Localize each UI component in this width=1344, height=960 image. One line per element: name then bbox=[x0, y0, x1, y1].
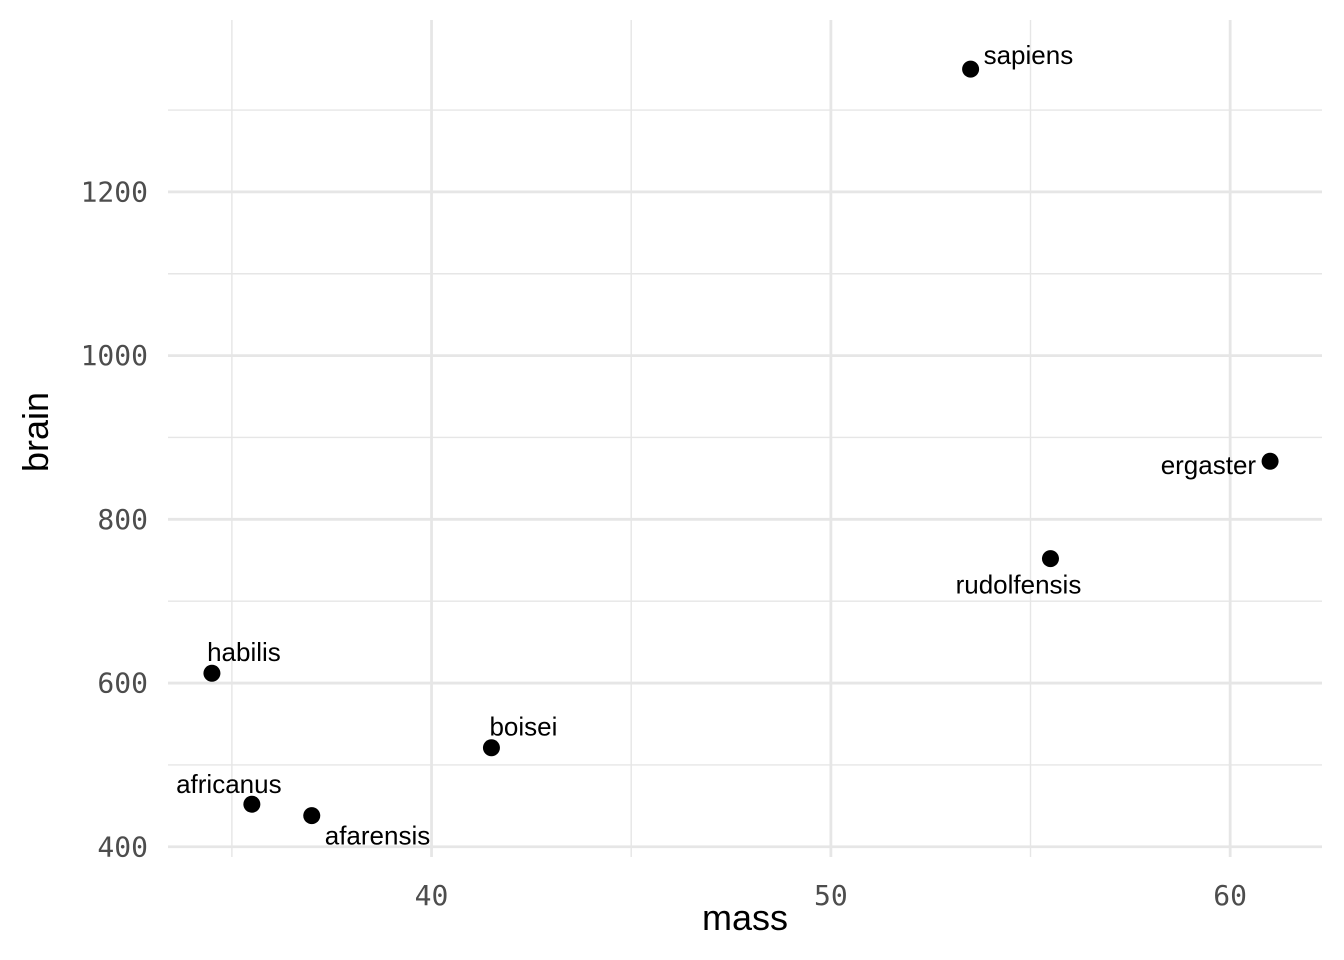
major-gridlines bbox=[168, 20, 1322, 857]
point-label-habilis: habilis bbox=[207, 637, 281, 667]
point-label-ergaster: ergaster bbox=[1161, 450, 1257, 480]
y-tick-label: 1000 bbox=[81, 339, 148, 372]
y-tick-label: 600 bbox=[97, 667, 148, 700]
data-point-ergaster bbox=[1261, 452, 1279, 470]
data-points bbox=[203, 60, 1279, 825]
point-label-sapiens: sapiens bbox=[984, 40, 1074, 70]
x-tick-label: 60 bbox=[1213, 879, 1247, 912]
data-point-habilis bbox=[203, 664, 221, 682]
point-label-boisei: boisei bbox=[489, 712, 557, 742]
data-point-sapiens bbox=[962, 60, 980, 78]
x-tick-label: 50 bbox=[814, 879, 848, 912]
y-tick-label: 800 bbox=[97, 503, 148, 536]
y-tick-label: 400 bbox=[97, 830, 148, 863]
x-axis-ticks: 40 50 60 bbox=[415, 879, 1247, 912]
x-tick-label: 40 bbox=[415, 879, 449, 912]
minor-gridlines bbox=[168, 20, 1322, 857]
data-point-boisei bbox=[482, 739, 500, 757]
data-point-rudolfensis bbox=[1041, 550, 1059, 568]
point-label-afarensis: afarensis bbox=[325, 821, 431, 851]
y-axis-title: brain bbox=[15, 392, 56, 472]
y-tick-label: 1200 bbox=[81, 175, 148, 208]
data-point-africanus bbox=[243, 795, 261, 813]
x-axis-title: mass bbox=[702, 897, 788, 938]
y-axis-ticks: 400 600 800 1000 1200 bbox=[81, 175, 148, 863]
point-label-rudolfensis: rudolfensis bbox=[956, 570, 1082, 600]
data-point-afarensis bbox=[303, 807, 321, 825]
point-label-africanus: africanus bbox=[176, 769, 282, 799]
data-point-labels: afarensis africanus habilis boisei rudolfens… bbox=[176, 40, 1256, 851]
